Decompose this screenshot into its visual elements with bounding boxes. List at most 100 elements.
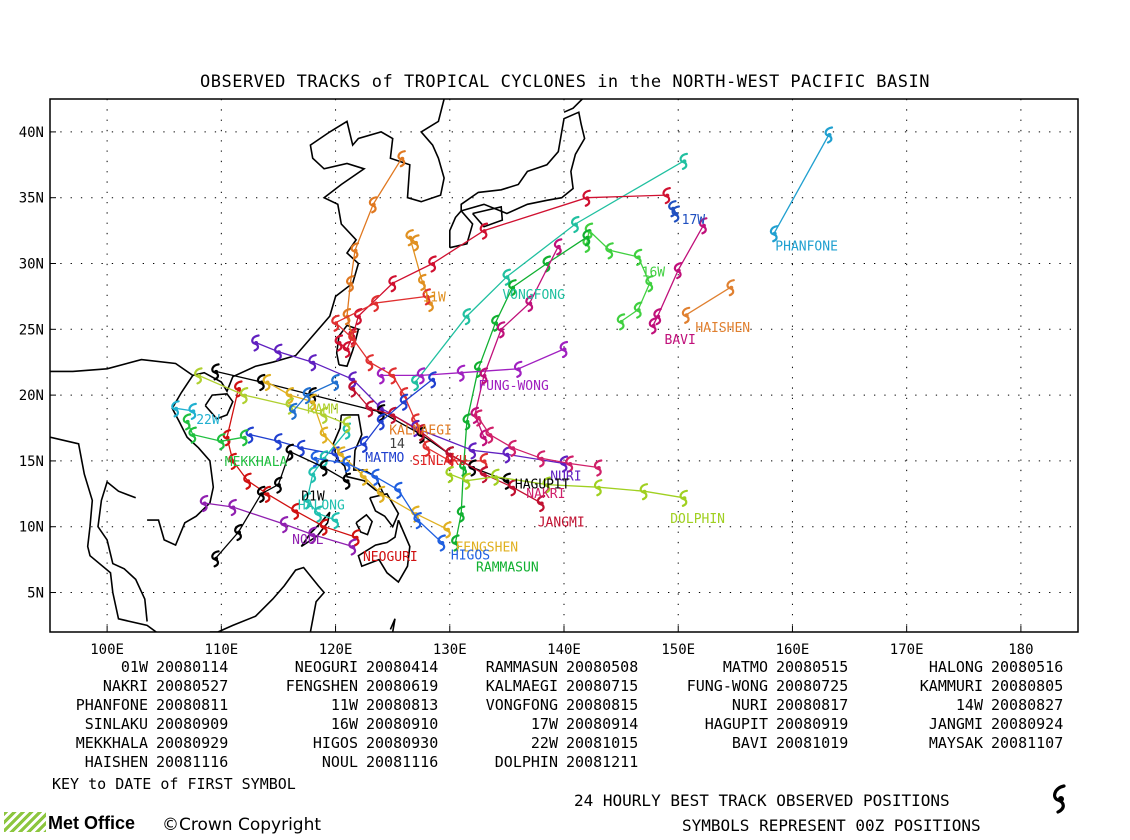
storm-key-date: 20080930	[366, 734, 439, 752]
track-position-symbol	[308, 526, 317, 544]
storm-key-name: NURI	[731, 696, 768, 714]
coastline-15	[471, 205, 504, 228]
storm-key-name: BAVI	[731, 734, 768, 752]
track-position-symbol	[679, 489, 689, 507]
storm-key-name: 14W	[955, 696, 983, 714]
track-position-symbol	[422, 288, 431, 306]
track-position-symbol	[553, 238, 563, 256]
track-position-symbol	[319, 518, 329, 536]
storm-key-date: 20081116	[366, 753, 439, 771]
track-position-symbol	[376, 367, 386, 385]
storm-key-name: PHANFONE	[75, 696, 148, 714]
storm-key-entry: NURI 20080817	[660, 696, 860, 715]
figure-title: OBSERVED TRACKS of TROPICAL CYCLONES in …	[200, 72, 930, 92]
storm-key-entry: BAVI 20081019	[660, 734, 860, 753]
coastline-14	[460, 111, 586, 215]
track-position-symbol	[416, 367, 426, 385]
track-position-symbol	[348, 330, 357, 348]
storm-key-date: 20080619	[366, 677, 439, 695]
storm-label: NURI	[550, 470, 581, 485]
track-line-19	[306, 430, 348, 521]
storm-label: 16W	[642, 266, 666, 281]
storm-key-entry: FUNG-WONG 20080725	[660, 677, 860, 696]
coastline-11	[209, 566, 326, 632]
track-position-symbol	[605, 242, 614, 260]
track-position-symbol	[388, 406, 397, 424]
storm-key-entry: KAMMURI 20080805	[875, 677, 1075, 696]
storm-key-name: FUNG-WONG	[686, 677, 768, 695]
track-position-symbol	[565, 455, 574, 473]
track-position-symbol	[405, 229, 414, 247]
storm-key-date: 20080414	[366, 658, 439, 676]
storm-label: BAVI	[665, 333, 696, 348]
track-line-25	[186, 421, 245, 442]
track-position-symbol	[368, 196, 378, 214]
track-position-symbol	[513, 360, 523, 378]
storm-key-date: 20081015	[566, 734, 639, 752]
track-position-symbol	[245, 426, 254, 444]
track-position-symbol	[182, 413, 192, 431]
track-position-symbol	[199, 494, 209, 513]
track-position-symbol	[411, 234, 420, 252]
storm-key-entry: RAMMASUN 20080508	[450, 658, 650, 677]
storm-label: 17W	[682, 213, 706, 228]
track-position-symbol	[496, 321, 506, 339]
lon-tick-label: 130E	[433, 642, 467, 658]
logo-stripes-icon	[4, 812, 46, 832]
storm-key-name: KAMMURI	[919, 677, 983, 695]
storm-key-entry: NEOGURI 20080414	[250, 658, 450, 677]
track-position-symbol	[234, 523, 243, 542]
storm-label: SINLAKU	[412, 454, 467, 469]
track-position-symbol	[365, 400, 374, 418]
storm-label: VONGFONG	[502, 288, 565, 303]
track-position-symbol	[273, 476, 283, 494]
track-position-symbol	[445, 446, 454, 464]
storm-label: DOLPHIN	[670, 512, 725, 527]
track-position-symbol	[228, 452, 237, 470]
track-position-symbol	[188, 402, 197, 420]
track-position-symbol	[228, 498, 237, 517]
lon-tick-label: 140E	[547, 642, 581, 658]
track-position-symbol	[451, 534, 460, 552]
lon-tick-label: 160E	[776, 642, 810, 658]
key-caption: KEY to DATE of FIRST SYMBOL	[52, 775, 296, 793]
track-position-symbol	[279, 515, 289, 534]
logo-text: Met Office	[48, 813, 136, 833]
track-position-symbol	[479, 429, 489, 447]
track-position-symbol	[662, 187, 671, 205]
storm-key-date: 20080813	[366, 696, 439, 714]
storm-key-date: 20080805	[991, 677, 1064, 695]
storm-key-date: 20080725	[776, 677, 849, 695]
storm-key-entry: 01W 20080114	[40, 658, 240, 677]
storm-key-name: HAGUPIT	[704, 715, 768, 733]
met-office-logo: Met Office	[4, 812, 135, 834]
track-line-11	[346, 157, 403, 339]
lon-tick-label: 180	[1008, 642, 1033, 658]
storm-label: MEKKHALA	[225, 455, 288, 470]
storm-label: KALMAEGI	[389, 424, 452, 439]
track-position-symbol	[288, 402, 298, 420]
track-position-symbol	[216, 433, 226, 451]
track-position-symbol	[319, 426, 329, 444]
storm-label: HIGOS	[451, 549, 490, 564]
lon-tick-label: 110E	[204, 642, 238, 658]
storm-key-name: MATMO	[722, 658, 768, 676]
track-position-symbol	[536, 450, 546, 468]
track-position-symbol	[342, 472, 352, 490]
storm-key-date: 20080909	[156, 715, 229, 733]
storm-key-entry: MATMO 20080515	[660, 658, 860, 677]
storm-key-name: MEKKHALA	[75, 734, 148, 752]
track-line-3	[652, 224, 704, 326]
track-position-symbol	[211, 363, 220, 381]
track-position-symbol	[342, 340, 352, 359]
track-position-symbol	[194, 367, 203, 385]
storm-key-entry: HIGOS 20080930	[250, 734, 450, 753]
track-position-symbol	[345, 275, 355, 293]
track-position-symbol	[671, 205, 681, 223]
storm-key-name: JANGMI	[928, 715, 983, 733]
track-position-symbol	[262, 485, 272, 503]
storm-key-name: 01W	[120, 658, 148, 676]
track-position-symbol	[399, 393, 409, 411]
track-position-symbol	[359, 468, 369, 486]
lat-tick-label: 30N	[19, 257, 44, 273]
